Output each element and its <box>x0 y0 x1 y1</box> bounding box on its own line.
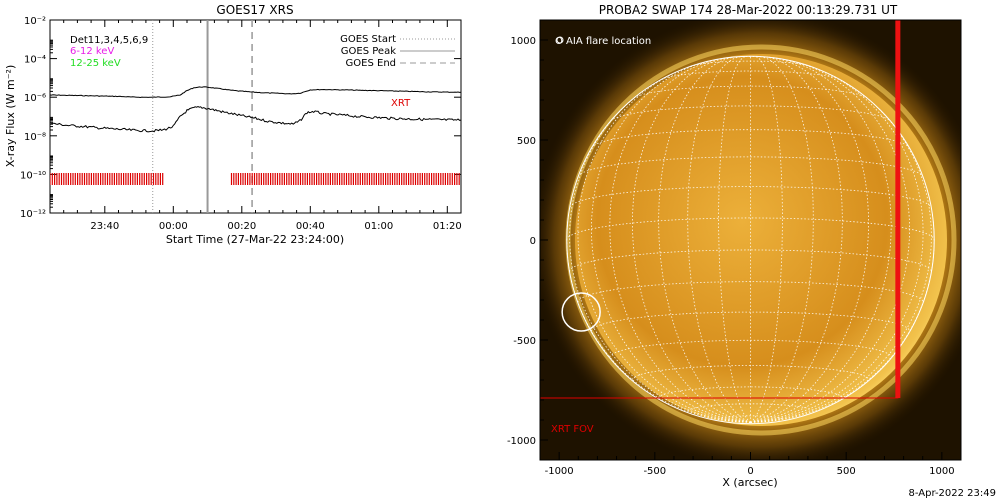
goes-x-axis-label: Start Time (27-Mar-22 23:24:00) <box>166 233 344 246</box>
longitude-line <box>609 57 751 423</box>
longitude-line <box>750 55 783 423</box>
goes-x-tick-label: 00:40 <box>296 221 325 232</box>
goes-x-tick-label: 23:40 <box>90 221 119 232</box>
goes-event-markers <box>152 20 253 213</box>
latitude-line <box>591 129 910 149</box>
limb-outline <box>566 55 935 425</box>
goes-y-tick-label: 10⁻⁸ <box>24 132 46 143</box>
swap-x-tick-label: 0 <box>747 466 753 477</box>
swap-y-tick-label: -1000 <box>507 436 536 447</box>
goes-y-tick-label: 10⁻² <box>24 16 46 27</box>
swap-image-chart: PROBA2 SWAP 174 28-Mar-2022 00:13:29.731… <box>507 3 996 499</box>
goes-x-axis: 23:40 00:00 00:20 00:40 01:00 01:20 <box>49 20 462 232</box>
goes-y-tick-label: 10⁻⁶ <box>24 93 46 104</box>
swap-x-axis: -1000 -500 0 500 1000 <box>539 452 962 477</box>
latitude-line <box>566 217 935 241</box>
goes-long-channel-line <box>50 86 461 99</box>
swap-x-tick-label: -1000 <box>545 466 574 477</box>
swap-x-tick-label: -500 <box>643 466 666 477</box>
swap-x-axis-label: X (arcsec) <box>722 476 777 489</box>
latitude-line <box>610 105 891 122</box>
swap-x-tick-label: 1000 <box>929 466 954 477</box>
swap-y-tick-label: 0 <box>530 236 536 247</box>
solar-disk <box>575 54 947 426</box>
goes-xrs-chart: GOES17 XRS 10⁻¹² 10⁻¹⁰ 10⁻⁸ 10⁻⁶ 10⁻⁴ 10⁻² 23… <box>4 3 462 246</box>
legend-goes-start-label: GOES Start <box>340 34 396 45</box>
goes-chart-title: GOES17 XRS <box>216 3 293 17</box>
goes-y-tick-label: 10⁻¹² <box>20 209 46 220</box>
swap-x-tick-label: 500 <box>837 466 856 477</box>
longitude-line <box>718 55 751 423</box>
legend-aia-flare-symbol <box>556 36 564 44</box>
heliographic-grid <box>566 55 935 425</box>
longitude-line <box>569 79 751 423</box>
aia-flare-location-marker <box>561 292 601 332</box>
longitude-line <box>750 56 870 423</box>
legend-goes-peak-label: GOES Peak <box>341 46 396 57</box>
solar-limb <box>565 44 957 436</box>
swap-y-tick-label: 1000 <box>511 36 536 47</box>
latitude-line <box>660 70 841 81</box>
longitude-line <box>631 56 751 423</box>
longitude-line <box>658 56 751 423</box>
goes-series-group <box>50 86 461 133</box>
goes-x-tick-label: 01:20 <box>433 221 462 232</box>
energy-band-label-12-25: 12-25 keV <box>70 58 121 69</box>
goes-short-channel-line <box>50 106 461 133</box>
goes-x-tick-label: 01:00 <box>364 221 393 232</box>
goes-y-tick-label: 10⁻⁴ <box>24 55 46 66</box>
longitude-line <box>750 57 892 423</box>
swap-y-axis: -1000 -500 0 500 1000 <box>507 19 548 461</box>
longitude-line <box>750 56 843 423</box>
xrt-label: XRT <box>391 98 411 109</box>
legend-goes-end-label: GOES End <box>346 58 396 69</box>
latitude-line <box>633 85 868 99</box>
swap-chart-title: PROBA2 SWAP 174 28-Mar-2022 00:13:29.731… <box>599 3 898 17</box>
goes-x-tick-label: 00:20 <box>227 221 256 232</box>
footer-timestamp: 8-Apr-2022 23:49 <box>909 488 996 499</box>
goes-x-tick-label: 00:00 <box>159 221 188 232</box>
swap-y-tick-label: 500 <box>517 136 536 147</box>
latitude-line <box>658 386 843 399</box>
goes-legend: GOES Start GOES Peak GOES End <box>340 34 455 69</box>
goes-y-tick-label: 10⁻¹⁰ <box>20 170 46 181</box>
longitude-line <box>750 79 932 423</box>
detector-label: Det11,3,4,5,6,9 <box>70 35 148 46</box>
energy-band-label-6-12: 6-12 keV <box>70 46 114 57</box>
goes-y-axis-label: X-ray Flux (W m⁻²) <box>4 65 17 167</box>
xrt-coverage-ticks <box>50 173 460 185</box>
swap-y-tick-label: -500 <box>513 336 536 347</box>
aia-flare-legend-label: O AIA flare location <box>555 36 651 47</box>
goes-y-axis: 10⁻¹² 10⁻¹⁰ 10⁻⁸ 10⁻⁶ 10⁻⁴ 10⁻² <box>20 16 461 220</box>
xrt-fov-label: XRT FOV <box>551 424 594 435</box>
